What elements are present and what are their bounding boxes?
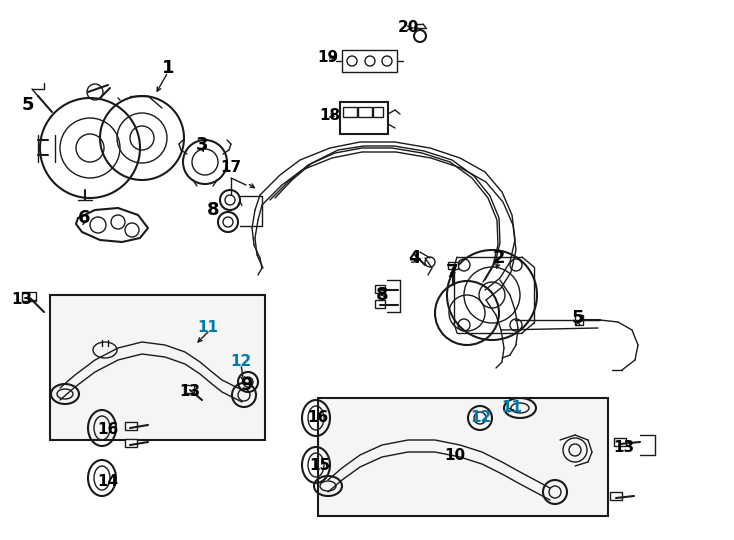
Text: 15: 15 — [310, 457, 330, 472]
Bar — [610, 492, 622, 500]
Text: 8: 8 — [376, 286, 388, 304]
Text: 5: 5 — [572, 309, 584, 327]
Text: 4: 4 — [408, 249, 421, 267]
Bar — [358, 107, 372, 117]
Text: 14: 14 — [98, 475, 119, 489]
Text: 7: 7 — [446, 263, 458, 281]
Bar — [614, 438, 626, 446]
Text: 1: 1 — [161, 59, 174, 77]
Bar — [22, 292, 36, 301]
Bar — [575, 315, 583, 325]
Bar — [184, 385, 194, 393]
Text: 10: 10 — [445, 448, 465, 462]
Bar — [125, 439, 137, 447]
Bar — [50, 295, 265, 440]
Text: 13: 13 — [179, 384, 200, 400]
Text: 19: 19 — [317, 51, 338, 65]
Text: 11: 11 — [501, 401, 523, 415]
Text: 18: 18 — [319, 107, 341, 123]
Text: 16: 16 — [98, 422, 119, 437]
Bar — [343, 107, 357, 117]
Text: 17: 17 — [220, 160, 241, 176]
Text: 9: 9 — [240, 376, 252, 394]
Text: 12: 12 — [470, 410, 492, 426]
Text: 13: 13 — [614, 441, 635, 456]
Bar — [373, 107, 383, 117]
Text: 6: 6 — [78, 209, 90, 227]
Bar — [375, 300, 385, 308]
Bar — [342, 50, 397, 72]
Bar — [125, 422, 137, 430]
Text: 2: 2 — [493, 249, 505, 267]
Bar — [318, 398, 608, 516]
Text: 11: 11 — [197, 321, 219, 335]
Bar — [448, 262, 458, 269]
Text: 16: 16 — [308, 410, 329, 426]
Text: 13: 13 — [12, 293, 32, 307]
Bar — [375, 285, 385, 293]
Text: 5: 5 — [22, 96, 34, 114]
Text: 3: 3 — [196, 136, 208, 154]
Circle shape — [414, 30, 426, 42]
Text: 20: 20 — [397, 21, 418, 36]
Text: 8: 8 — [207, 201, 219, 219]
Text: 12: 12 — [230, 354, 252, 369]
Bar — [340, 102, 388, 134]
